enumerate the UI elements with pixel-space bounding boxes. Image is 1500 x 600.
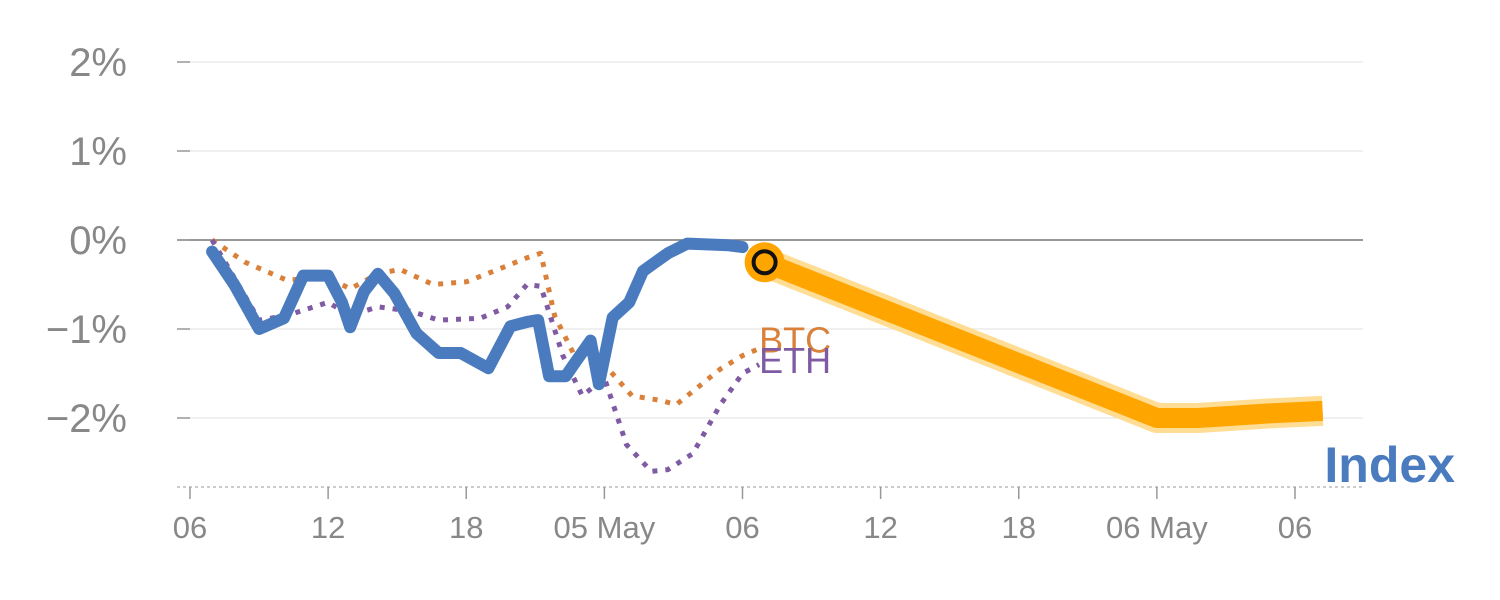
btc-series-line (210, 237, 761, 408)
y-tick-label: −2% (46, 397, 127, 441)
y-tick-label: 1% (69, 130, 127, 174)
x-tick-label: 18 (1002, 510, 1036, 545)
eth-series-line (209, 238, 761, 474)
x-tick-label: 06 May (1106, 510, 1208, 545)
forecast-line (760, 253, 1324, 428)
current-marker-dot (751, 249, 778, 276)
y-tick-label: 0% (69, 219, 127, 263)
index-series-label: Index (1324, 437, 1455, 493)
x-tick-label: 12 (863, 510, 897, 545)
btc-end-label: BTC (759, 320, 831, 361)
x-tick-label: 18 (449, 510, 483, 545)
x-tick-label: 06 (1278, 510, 1312, 545)
x-tick-label: 06 (725, 510, 759, 545)
x-tick-label: 12 (311, 510, 345, 545)
y-tick-label: −1% (46, 308, 127, 352)
y-axis: 2% 1% 0% −1% −2% (46, 41, 127, 441)
series-group (206, 237, 1324, 474)
x-tick-label: 06 (173, 510, 207, 545)
index-series-line (206, 237, 749, 391)
x-tick-label: 05 May (554, 510, 656, 545)
eth-end-label: ETH (759, 340, 831, 381)
x-axis: 06 12 18 05 May 06 12 18 06 May 06 (173, 486, 1363, 545)
y-tick-label: 2% (69, 41, 127, 85)
